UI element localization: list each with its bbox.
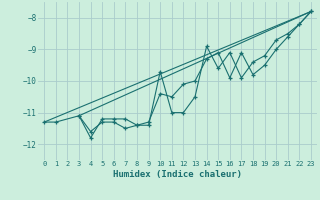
X-axis label: Humidex (Indice chaleur): Humidex (Indice chaleur) bbox=[113, 170, 242, 179]
